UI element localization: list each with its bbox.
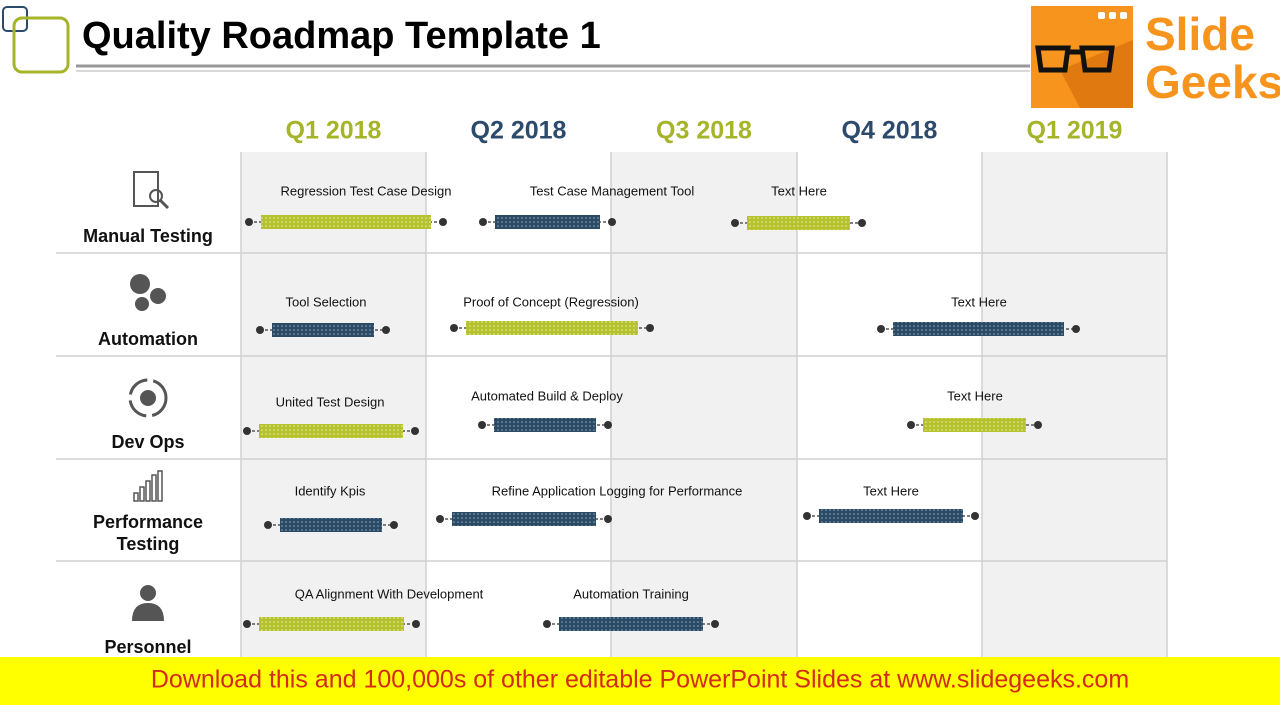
bar-end <box>412 620 420 628</box>
bar <box>923 418 1026 432</box>
bar <box>259 617 404 631</box>
bar-end <box>604 515 612 523</box>
row-icon <box>128 378 168 418</box>
icon-part <box>128 378 168 418</box>
column-shade <box>982 152 1167 657</box>
row-label: Performance Testing <box>93 512 203 554</box>
item-label: QA Alignment With Development <box>295 586 484 601</box>
item-label: Tool Selection <box>286 294 367 309</box>
bar <box>559 617 703 631</box>
bar-end <box>439 218 447 226</box>
column-header: Q1 2018 <box>286 117 382 145</box>
item-label: Test Case Management Tool <box>530 183 695 198</box>
bar-end <box>543 620 551 628</box>
bar-end <box>411 427 419 435</box>
icon-part <box>158 198 170 210</box>
item-label: Automation Training <box>573 586 689 601</box>
icon-part <box>140 390 156 406</box>
bar <box>494 418 596 432</box>
row-label: Manual Testing <box>83 226 213 246</box>
bar-end <box>390 521 398 529</box>
bar-end <box>436 515 444 523</box>
item-label: Refine Application Logging for Performan… <box>492 483 743 498</box>
row-label: Personnel <box>104 637 191 657</box>
corner-square <box>12 16 70 74</box>
bar-end <box>604 421 612 429</box>
column-shade <box>241 152 426 657</box>
bar-end <box>803 512 811 520</box>
footer-band <box>0 657 1280 705</box>
column-shade <box>611 152 797 657</box>
bar-end <box>245 218 253 226</box>
logo-text: Slide <box>1145 8 1255 60</box>
icon-part <box>132 603 164 621</box>
bar <box>893 322 1064 336</box>
bar <box>280 518 382 532</box>
column-header: Q2 2018 <box>471 117 567 145</box>
item-label: Regression Test Case Design <box>280 183 451 198</box>
item-label: Text Here <box>863 483 919 498</box>
logo-text: Geeks <box>1145 56 1280 108</box>
icon-part <box>140 585 156 601</box>
icon-part <box>130 274 150 294</box>
bar-end <box>907 421 915 429</box>
icon-part <box>149 189 163 203</box>
icon-part <box>151 474 157 502</box>
bar <box>495 215 600 229</box>
bar-end <box>731 219 739 227</box>
bar-end <box>243 620 251 628</box>
bar-end <box>382 326 390 334</box>
item-label: Text Here <box>951 294 1007 309</box>
bar-end <box>450 324 458 332</box>
bar <box>272 323 374 337</box>
footer-text[interactable]: Download this and 100,000s of other edit… <box>151 666 1129 694</box>
item-label: Identify Kpis <box>295 483 366 498</box>
title: Quality Roadmap Template 1 <box>82 15 601 57</box>
row-label: Automation <box>98 329 198 349</box>
icon-part <box>133 171 159 207</box>
item-label: Text Here <box>771 183 827 198</box>
bar-end <box>877 325 885 333</box>
row-icon <box>130 274 166 311</box>
bar-end <box>971 512 979 520</box>
icon-part <box>139 486 145 502</box>
item-label: Text Here <box>947 388 1003 403</box>
bar-end <box>711 620 719 628</box>
item-label: Automated Build & Deploy <box>471 388 623 403</box>
item-label: Proof of Concept (Regression) <box>463 294 639 309</box>
logo-glasses <box>1035 45 1115 73</box>
bar-end <box>1034 421 1042 429</box>
bar <box>819 509 963 523</box>
bar-end <box>243 427 251 435</box>
bar <box>259 424 403 438</box>
icon-part <box>135 297 149 311</box>
row-icon <box>133 470 163 502</box>
icon-part <box>133 492 139 502</box>
bar-end <box>858 219 866 227</box>
row-label: Dev Ops <box>111 432 184 452</box>
row-icon <box>133 171 170 210</box>
bar-end <box>646 324 654 332</box>
item-label: United Test Design <box>276 394 385 409</box>
row-icon <box>132 585 164 621</box>
bar-end <box>264 521 272 529</box>
bar-end <box>479 218 487 226</box>
bar <box>261 215 431 229</box>
bar <box>466 321 638 335</box>
bar <box>452 512 596 526</box>
icon-part <box>145 480 151 502</box>
column-header: Q3 2018 <box>656 117 752 145</box>
bar <box>747 216 850 230</box>
bar-end <box>608 218 616 226</box>
bar-end <box>256 326 264 334</box>
column-header: Q4 2018 <box>842 117 938 145</box>
column-header: Q1 2019 <box>1027 117 1123 145</box>
logo-shadow <box>1060 40 1133 108</box>
icon-part <box>157 470 163 502</box>
bar-end <box>1072 325 1080 333</box>
bar-end <box>478 421 486 429</box>
icon-part <box>150 288 166 304</box>
